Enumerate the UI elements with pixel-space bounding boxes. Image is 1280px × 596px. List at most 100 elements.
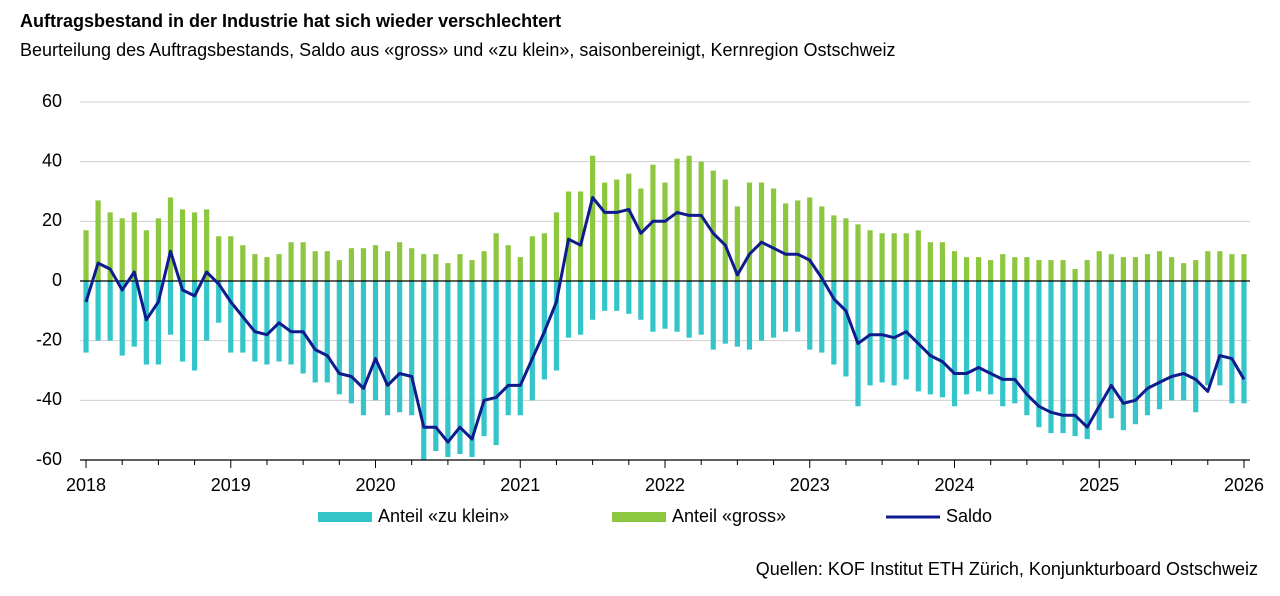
bar bbox=[746, 182, 753, 281]
bar bbox=[252, 281, 258, 362]
bar bbox=[976, 257, 982, 281]
bar bbox=[807, 281, 813, 350]
bar bbox=[903, 233, 909, 281]
bar bbox=[951, 251, 958, 281]
bar bbox=[1241, 254, 1247, 281]
bar bbox=[360, 248, 367, 281]
bar bbox=[710, 281, 716, 350]
bar bbox=[204, 281, 210, 341]
bar bbox=[590, 155, 596, 281]
bar bbox=[746, 281, 753, 350]
bar bbox=[976, 281, 982, 392]
bar bbox=[602, 281, 608, 311]
bar bbox=[807, 197, 813, 281]
legend-swatch bbox=[612, 512, 666, 522]
bar bbox=[758, 281, 765, 341]
bar bbox=[795, 281, 801, 332]
bar bbox=[264, 281, 270, 365]
x-tick-label: 2019 bbox=[211, 475, 251, 495]
bar bbox=[939, 281, 946, 398]
bar bbox=[469, 281, 475, 458]
bar bbox=[927, 242, 933, 281]
bar bbox=[433, 281, 439, 452]
bar bbox=[686, 281, 692, 338]
bar bbox=[1096, 281, 1102, 431]
bar bbox=[1181, 281, 1187, 401]
bar bbox=[722, 281, 728, 344]
bar bbox=[336, 260, 342, 281]
bar bbox=[1181, 263, 1187, 281]
bar bbox=[288, 281, 294, 365]
bar bbox=[216, 236, 222, 281]
x-tick-label: 2022 bbox=[645, 475, 685, 495]
bar bbox=[879, 281, 885, 383]
bar bbox=[276, 254, 282, 281]
bar bbox=[1012, 257, 1018, 281]
bar bbox=[167, 281, 174, 335]
bar bbox=[252, 254, 258, 281]
legend-swatch bbox=[318, 512, 372, 522]
legend-label: Anteil «gross» bbox=[672, 506, 786, 526]
bar bbox=[783, 281, 789, 332]
bar bbox=[457, 281, 463, 455]
bar bbox=[1084, 281, 1090, 440]
bar bbox=[179, 209, 186, 281]
bar bbox=[119, 281, 125, 356]
bar bbox=[312, 251, 318, 281]
bar bbox=[421, 281, 427, 460]
bar bbox=[1156, 281, 1163, 410]
bar bbox=[1048, 260, 1054, 281]
bar bbox=[167, 197, 174, 281]
bar bbox=[493, 281, 499, 446]
bar bbox=[698, 161, 704, 281]
bar bbox=[831, 215, 837, 281]
bar bbox=[1229, 254, 1235, 281]
bar bbox=[867, 230, 873, 281]
bar bbox=[433, 254, 439, 281]
bar bbox=[131, 281, 137, 347]
bar bbox=[1000, 281, 1006, 407]
bar bbox=[107, 281, 113, 341]
bar bbox=[626, 173, 632, 281]
bar bbox=[409, 281, 415, 416]
bar bbox=[204, 209, 210, 281]
bar bbox=[228, 236, 234, 281]
bar bbox=[95, 281, 101, 341]
bar bbox=[240, 245, 246, 281]
bar bbox=[155, 218, 162, 281]
bar bbox=[131, 212, 137, 281]
bar bbox=[372, 245, 379, 281]
bar bbox=[264, 257, 270, 281]
bar bbox=[963, 281, 970, 395]
bar bbox=[1144, 281, 1151, 416]
bar bbox=[819, 281, 825, 353]
bar bbox=[638, 281, 644, 320]
bar bbox=[819, 206, 825, 281]
bar bbox=[988, 260, 994, 281]
bar bbox=[409, 248, 415, 281]
bar bbox=[384, 251, 391, 281]
bar bbox=[1156, 251, 1163, 281]
y-tick-label: -20 bbox=[36, 329, 62, 349]
bar bbox=[963, 257, 970, 281]
bar bbox=[614, 179, 620, 281]
bar bbox=[1193, 260, 1199, 281]
y-tick-label: 20 bbox=[42, 210, 62, 230]
bar bbox=[734, 281, 740, 347]
legend-label: Anteil «zu klein» bbox=[378, 506, 509, 526]
bar bbox=[1084, 260, 1090, 281]
bar bbox=[107, 212, 113, 281]
bar bbox=[191, 281, 198, 371]
chart-title: Auftragsbestand in der Industrie hat sic… bbox=[20, 11, 561, 31]
bar bbox=[1072, 281, 1078, 437]
bar bbox=[939, 242, 946, 281]
bar bbox=[300, 242, 306, 281]
bar bbox=[445, 281, 451, 458]
bar bbox=[927, 281, 933, 395]
bar bbox=[1108, 281, 1114, 419]
bar bbox=[360, 281, 367, 416]
bar bbox=[650, 281, 656, 332]
bar bbox=[1072, 269, 1078, 281]
bar bbox=[384, 281, 391, 416]
